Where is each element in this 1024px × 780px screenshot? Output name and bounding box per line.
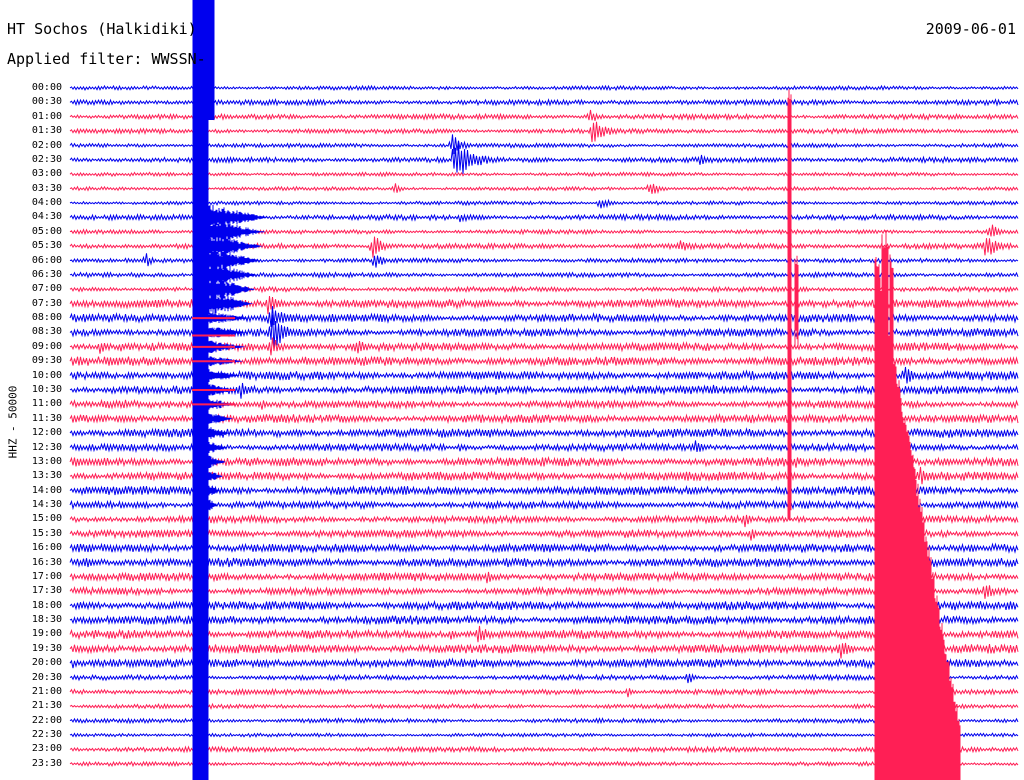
time-label: 23:00 <box>31 743 62 755</box>
trace-line <box>69 585 1019 599</box>
time-label: 02:30 <box>31 153 62 165</box>
time-label: 05:30 <box>31 240 62 252</box>
trace-line <box>69 499 1019 511</box>
trace-line <box>69 121 1019 143</box>
date-label: 2009-06-01 <box>925 20 1016 38</box>
trace-line <box>69 466 1019 485</box>
station-title: HT Sochos (Halkidiki) <box>7 20 197 38</box>
time-label: 01:30 <box>31 125 62 137</box>
trace-line <box>69 514 1019 528</box>
time-label: 06:30 <box>31 268 62 280</box>
trace-line <box>69 657 1019 670</box>
event-spikes <box>794 255 799 348</box>
event-spikes <box>881 234 886 517</box>
time-label: 14:30 <box>31 499 62 511</box>
trace-line <box>69 760 1019 768</box>
trace-line <box>69 614 1019 626</box>
trace-line <box>69 143 1019 174</box>
trace-line <box>69 427 1019 439</box>
time-label: 00:00 <box>31 82 62 93</box>
trace-line <box>69 673 1019 684</box>
trace-line <box>69 183 1019 195</box>
time-label: 20:30 <box>31 671 62 683</box>
time-label: 21:00 <box>31 685 62 697</box>
time-label: 10:00 <box>31 369 62 381</box>
time-label: 08:30 <box>31 326 62 338</box>
time-label: 17:00 <box>31 570 62 582</box>
time-label: 07:30 <box>31 297 62 309</box>
trace-line <box>69 687 1019 698</box>
quake-burst-red <box>874 257 961 780</box>
time-label: 16:00 <box>31 542 62 554</box>
time-label: 18:30 <box>31 614 62 626</box>
time-label: 11:30 <box>31 412 62 424</box>
trace-line <box>69 84 1019 92</box>
time-label: 07:00 <box>31 283 62 295</box>
time-label: 12:00 <box>31 427 62 439</box>
time-label: 19:00 <box>31 628 62 640</box>
trace-line <box>69 171 1019 178</box>
time-label: 04:00 <box>31 197 62 209</box>
time-label: 18:00 <box>31 599 62 611</box>
trace-line <box>69 625 1019 643</box>
trace-line <box>69 527 1019 541</box>
time-label: 17:30 <box>31 585 62 597</box>
time-label: 13:00 <box>31 455 62 467</box>
trace-line <box>69 98 1019 107</box>
time-label: 20:00 <box>31 657 62 669</box>
time-label: 14:00 <box>31 484 62 496</box>
time-label: 21:30 <box>31 700 62 712</box>
time-label: 23:30 <box>31 757 62 769</box>
time-label: 05:00 <box>31 225 62 237</box>
time-label: 15:30 <box>31 527 62 539</box>
trace-line <box>69 412 1019 425</box>
event-spikes <box>889 254 894 696</box>
time-label: 06:00 <box>31 254 62 266</box>
trace-line <box>69 455 1019 468</box>
trace-line <box>69 570 1019 584</box>
trace-line <box>69 134 1019 155</box>
trace-line <box>69 599 1019 612</box>
time-label: 12:30 <box>31 441 62 453</box>
trace-line <box>69 732 1019 739</box>
time-label: 02:00 <box>31 139 62 151</box>
time-label: 04:30 <box>31 211 62 223</box>
trace-line <box>69 717 1019 725</box>
time-label: 03:30 <box>31 182 62 194</box>
time-label: 01:00 <box>31 110 62 122</box>
time-label: 16:30 <box>31 556 62 568</box>
trace-line <box>69 642 1019 659</box>
trace-line <box>69 542 1019 554</box>
time-label: 15:00 <box>31 513 62 525</box>
time-label: 19:30 <box>31 642 62 654</box>
time-label: 09:30 <box>31 355 62 367</box>
trace-line <box>69 440 1019 454</box>
time-label: 00:30 <box>31 96 62 108</box>
time-label: 10:30 <box>31 383 62 395</box>
seismogram-traces <box>69 0 1019 780</box>
time-label: 22:00 <box>31 714 62 726</box>
trace-line <box>69 702 1019 711</box>
event-spikes <box>884 230 889 690</box>
event-spikes <box>787 89 792 521</box>
quake-burst-blue <box>208 0 215 120</box>
applied-filter-label: Applied filter: WWSSN- <box>7 50 206 68</box>
trace-line <box>69 484 1019 497</box>
time-label: 03:00 <box>31 168 62 180</box>
trace-line <box>69 109 1019 122</box>
time-label: 11:00 <box>31 398 62 410</box>
trace-line <box>69 556 1019 569</box>
trace-line <box>69 198 1019 209</box>
time-label: 13:30 <box>31 470 62 482</box>
trace-line <box>69 745 1019 754</box>
time-label: 22:30 <box>31 729 62 741</box>
time-label: 09:00 <box>31 340 62 352</box>
time-label: 08:00 <box>31 312 62 324</box>
